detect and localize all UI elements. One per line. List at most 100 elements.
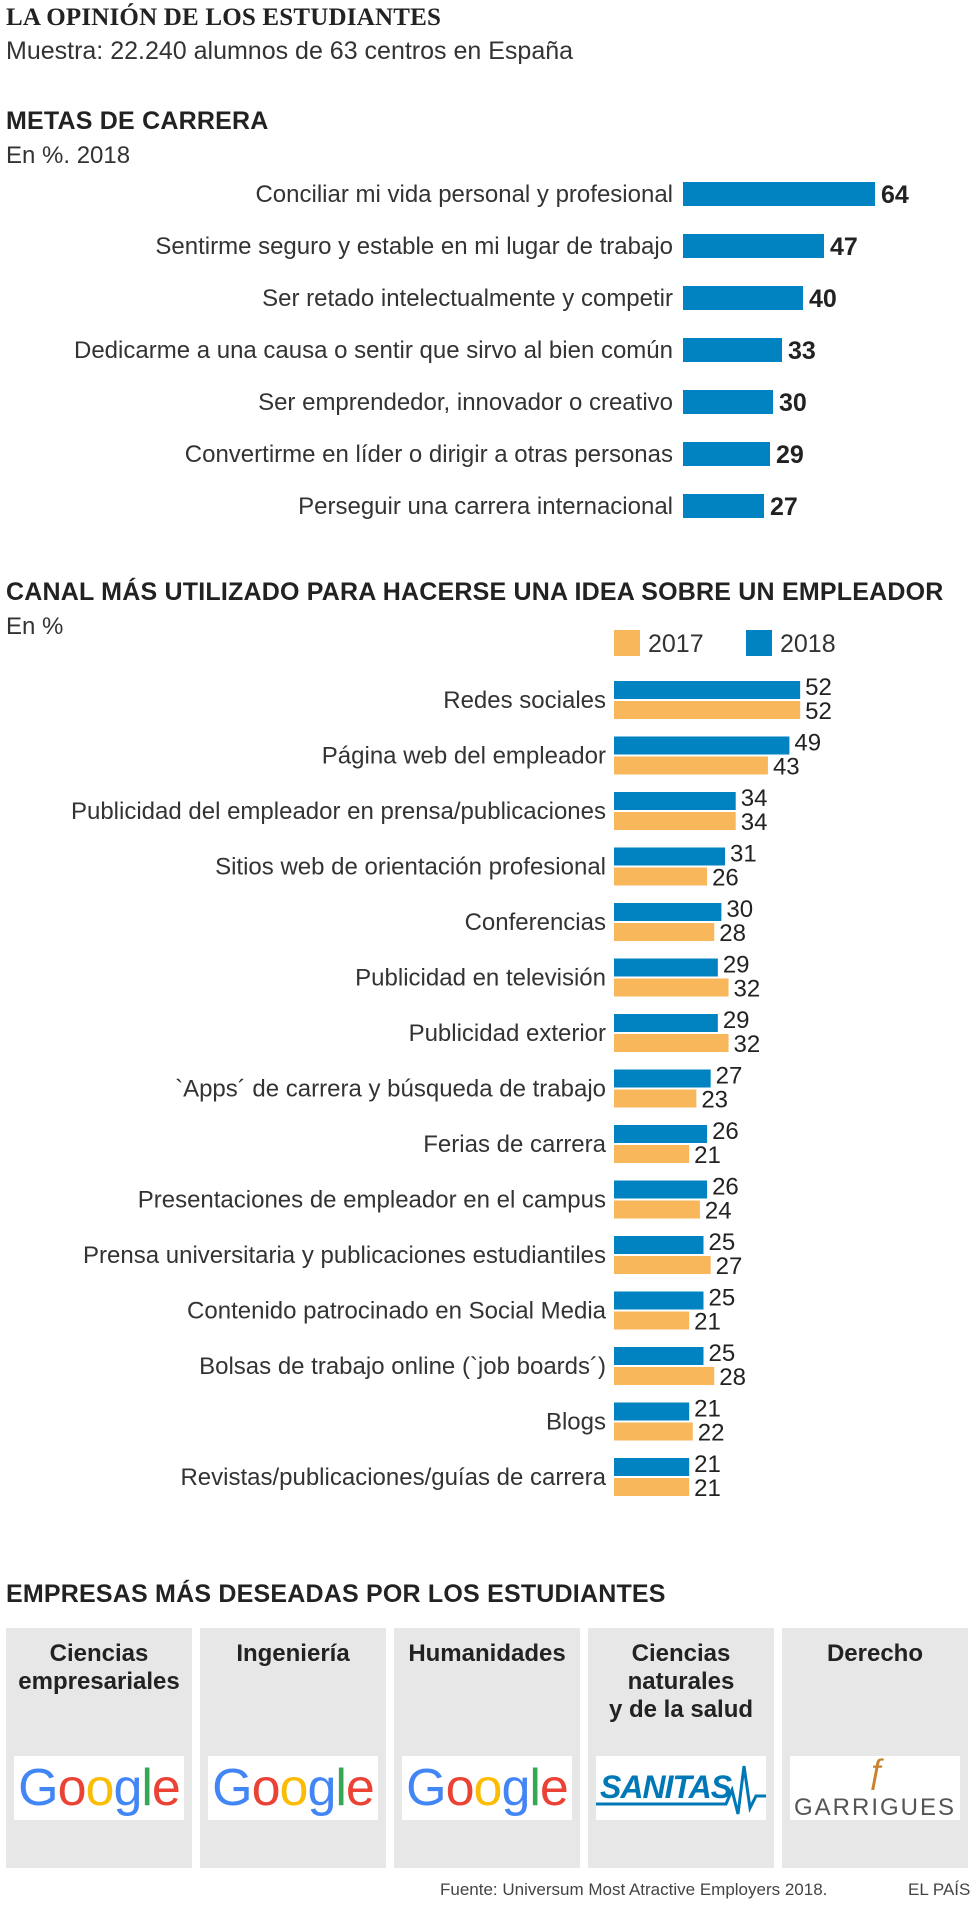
garrigues-logo: ƒ GARRIGUES (790, 1753, 960, 1821)
chart2-bar-2018 (614, 1069, 711, 1088)
chart2-bar-2018 (614, 1236, 704, 1254)
footer-source: Fuente: Universum Most Atractive Employe… (440, 1880, 828, 1899)
chart2-bar-2018 (614, 1014, 718, 1032)
chart2-value-2018: 29 (723, 952, 750, 979)
chart2-value-2017: 34 (741, 809, 768, 836)
chart2-value-2018: 21 (694, 1396, 721, 1423)
panel-ciencias-naturales: Ciencias naturales y de la salud SANITAS (588, 1628, 774, 1868)
chart2-value-2017: 21 (694, 1142, 721, 1169)
chart2-category-label: Blogs (546, 1409, 606, 1436)
chart2-value-2017: 52 (805, 698, 832, 725)
chart2-bar-2017 (614, 923, 715, 941)
chart2-value-2018: 49 (794, 730, 821, 757)
chart2-value-2017: 28 (719, 920, 746, 947)
chart1-value-label: 40 (809, 285, 837, 313)
chart2-value-2017: 26 (712, 865, 739, 892)
chart1-bar (683, 442, 770, 466)
chart1-value-label: 64 (881, 181, 909, 209)
chart1-value-label: 30 (779, 389, 807, 417)
panel-category: Ciencias naturales y de la salud (608, 1640, 754, 1723)
chart2-category-label: `Apps´ de carrera y búsqueda de trabajo (175, 1076, 606, 1103)
chart2-bar-2018 (614, 1458, 690, 1476)
chart2-value-2018: 26 (712, 1118, 739, 1145)
chart1-bar (683, 182, 875, 206)
sanitas-logo: SANITAS (596, 1756, 766, 1820)
chart1-bar (683, 234, 824, 258)
chart2-value-2017: 32 (734, 976, 761, 1003)
chart1-category-label: Perseguir una carrera internacional (298, 493, 673, 520)
chart2-value-2018: 30 (726, 896, 753, 923)
legend-label-2018: 2018 (780, 630, 836, 658)
svg-text:GARRIGUES: GARRIGUES (794, 1794, 956, 1821)
chart1-bar (683, 390, 773, 414)
chart2-title: CANAL MÁS UTILIZADO PARA HACERSE UNA IDE… (6, 578, 944, 606)
panel-category: Ingeniería (236, 1640, 350, 1667)
chart2-bar-2017 (614, 1422, 693, 1441)
chart2-bar-2018 (614, 1347, 704, 1365)
chart2-bar-2018 (614, 958, 718, 977)
chart2-value-2017: 22 (698, 1420, 725, 1447)
chart2-value-2018: 34 (741, 785, 768, 812)
chart2-subtitle: En % (6, 613, 64, 640)
chart2-category-label: Publicidad en televisión (355, 965, 606, 992)
svg-text:SANITAS: SANITAS (600, 1769, 733, 1805)
chart2-bar-2018 (614, 1125, 708, 1143)
chart2-value-2017: 32 (734, 1031, 761, 1058)
chart2-category-label: Contenido patrocinado en Social Media (187, 1298, 607, 1325)
legend-label-2017: 2017 (648, 630, 704, 658)
chart2-value-2018: 31 (730, 841, 757, 868)
chart2-bar-2018 (614, 681, 801, 699)
chart2-value-2018: 25 (709, 1229, 736, 1256)
legend-swatch-2017 (614, 630, 640, 656)
chart2-bar-2017 (614, 812, 736, 830)
chart2-bar-2017 (614, 1089, 697, 1108)
chart2-value-2018: 21 (694, 1451, 721, 1478)
panel-ingenieria: Ingeniería Google (200, 1628, 386, 1868)
panel-category: Derecho (826, 1640, 924, 1667)
chart1-category-label: Ser retado intelectualmente y competir (262, 285, 673, 312)
panel-category: Humanidades (408, 1640, 566, 1667)
svg-text:ƒ: ƒ (868, 1753, 887, 1791)
chart2-value-2017: 28 (719, 1364, 746, 1391)
chart2-category-label: Presentaciones de empleador en el campus (138, 1187, 606, 1214)
chart2-category-label: Revistas/publicaciones/guías de carrera (180, 1464, 606, 1491)
chart2-bar-2017 (614, 1256, 711, 1274)
chart2-bar-2018 (614, 847, 725, 866)
google-logo: Google (402, 1756, 572, 1820)
chart2-value-2018: 27 (716, 1063, 743, 1090)
chart2-category-label: Bolsas de trabajo online (`job boards´) (199, 1353, 606, 1380)
chart2-value-2018: 25 (709, 1340, 736, 1367)
chart2-value-2017: 27 (716, 1253, 743, 1280)
chart2-category-label: Publicidad del empleador en prensa/publi… (71, 798, 606, 825)
chart2-bar-2018 (614, 1402, 690, 1421)
companies-title: EMPRESAS MÁS DESEADAS POR LOS ESTUDIANTE… (6, 1580, 666, 1608)
chart2-bar-2018 (614, 903, 722, 921)
chart2-bar-2018 (614, 1180, 708, 1199)
chart2-bar-2017 (614, 978, 729, 997)
chart1-value-label: 29 (776, 441, 804, 469)
chart2-bar-2017 (614, 1478, 690, 1496)
chart1-category-label: Convertirme en líder o dirigir a otras p… (185, 441, 673, 468)
chart2-value-2017: 43 (773, 754, 800, 781)
chart2-value-2018: 52 (805, 674, 832, 701)
chart2-bar-2017 (614, 1034, 729, 1052)
chart2-value-2018: 26 (712, 1174, 739, 1201)
chart1-bar (683, 338, 782, 362)
google-logo: Google (14, 1756, 184, 1820)
chart2-value-2017: 21 (694, 1309, 721, 1336)
chart1-bar (683, 286, 803, 310)
panel-ciencias-empresariales: Ciencias empresariales Google (6, 1628, 192, 1868)
chart2-value-2017: 24 (705, 1198, 732, 1225)
chart2-value-2017: 23 (701, 1087, 728, 1114)
footer-brand: EL PAÍS (908, 1880, 971, 1899)
chart1-bar (683, 494, 764, 518)
chart2-category-label: Sitios web de orientación profesional (215, 854, 606, 881)
chart2-category-label: Ferias de carrera (423, 1131, 606, 1158)
panel-humanidades: Humanidades Google (394, 1628, 580, 1868)
chart1-subtitle: En %. 2018 (6, 142, 131, 169)
chart2-bar-2017 (614, 1367, 715, 1385)
panel-category: Ciencias empresariales (18, 1640, 180, 1695)
chart1-value-label: 33 (788, 337, 816, 365)
chart1-title: METAS DE CARRERA (6, 107, 269, 135)
